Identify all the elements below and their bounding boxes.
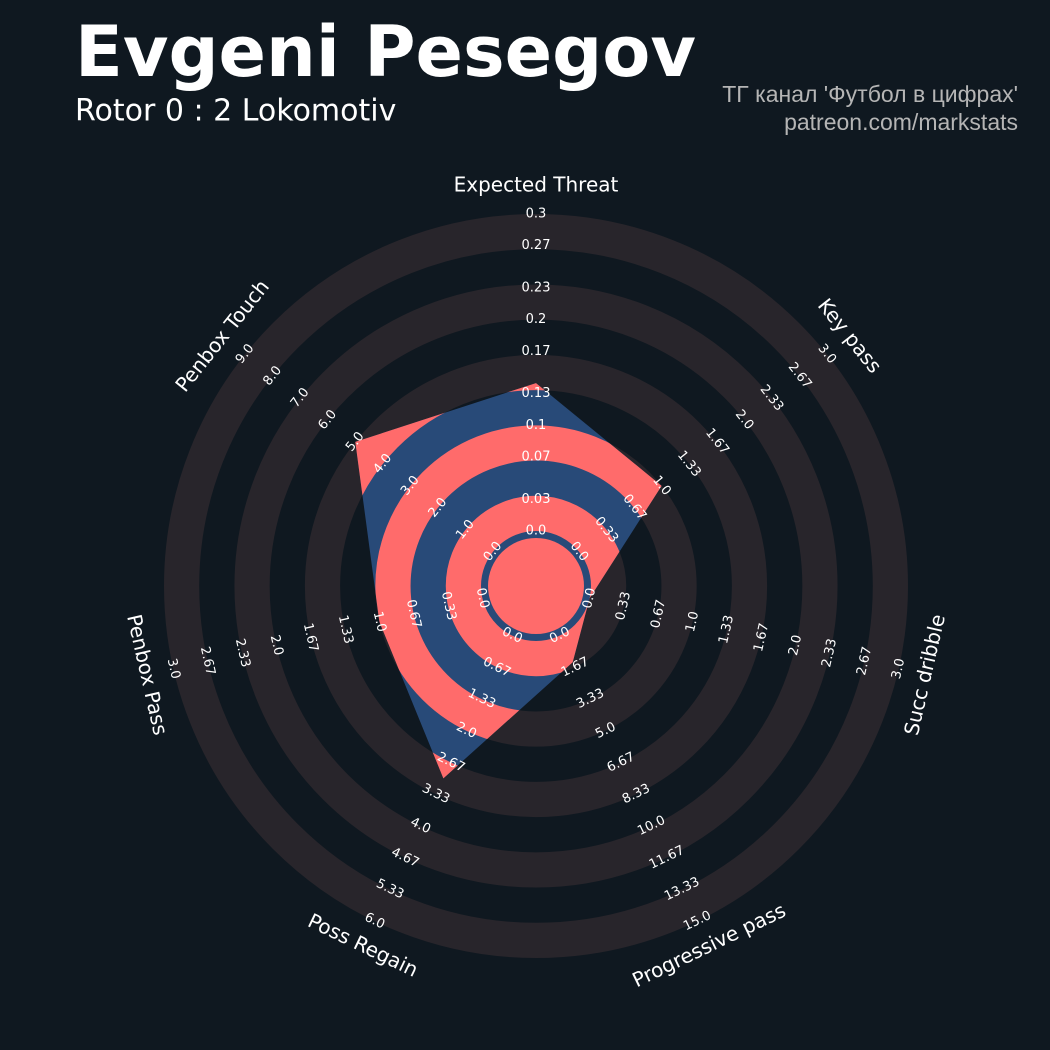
tick-label: 0.67 xyxy=(403,598,424,630)
tick-label: 3.0 xyxy=(164,657,183,681)
tick-label: 0.17 xyxy=(522,344,551,359)
subtitle: Rotor 0 : 2 Lokomotiv xyxy=(75,94,396,129)
credit: ТГ канал 'Футбол в цифрах' xyxy=(722,81,1018,107)
tick-label: 0.3 xyxy=(526,207,547,222)
tick-label: 2.67 xyxy=(197,645,218,677)
param-label: Succ dribble xyxy=(899,612,950,738)
tick-label: 0.03 xyxy=(522,492,551,507)
tick-label: 0.23 xyxy=(522,280,551,295)
title: Evgeni Pesegov xyxy=(75,11,696,93)
tick-label: 1.67 xyxy=(751,622,772,654)
param-label: Penbox Pass xyxy=(122,612,173,737)
tick-label: 2.0 xyxy=(267,634,286,658)
tick-label: 1.67 xyxy=(300,622,321,654)
center-circle xyxy=(488,538,584,634)
tick-label: 0.07 xyxy=(522,450,551,465)
tick-label: 0.67 xyxy=(648,598,669,630)
tick-label: 0.1 xyxy=(526,418,547,433)
tick-label: 0.0 xyxy=(580,586,599,610)
tick-label: 2.33 xyxy=(819,637,840,669)
tick-label: 0.0 xyxy=(526,524,547,539)
param-label: Expected Threat xyxy=(454,173,619,197)
tick-label: 2.33 xyxy=(232,637,253,669)
tick-label: 0.13 xyxy=(522,386,551,401)
tick-label: 1.0 xyxy=(370,610,389,634)
ring xyxy=(304,354,768,818)
tick-label: 0.27 xyxy=(522,238,551,253)
tick-label: 0.33 xyxy=(613,590,634,622)
tick-label: 1.0 xyxy=(683,610,702,634)
tick-label: 2.0 xyxy=(786,634,805,658)
tick-label: 1.33 xyxy=(335,614,356,646)
ring xyxy=(234,284,838,888)
tick-label: 1.33 xyxy=(716,614,737,646)
tick-label: 0.0 xyxy=(473,586,492,610)
credit: patreon.com/markstats xyxy=(784,109,1018,135)
tick-label: 2.67 xyxy=(854,645,875,677)
tick-label: 3.0 xyxy=(889,657,908,681)
tick-label: 0.33 xyxy=(438,590,459,622)
ring xyxy=(164,214,908,958)
tick-label: 0.2 xyxy=(526,312,547,327)
